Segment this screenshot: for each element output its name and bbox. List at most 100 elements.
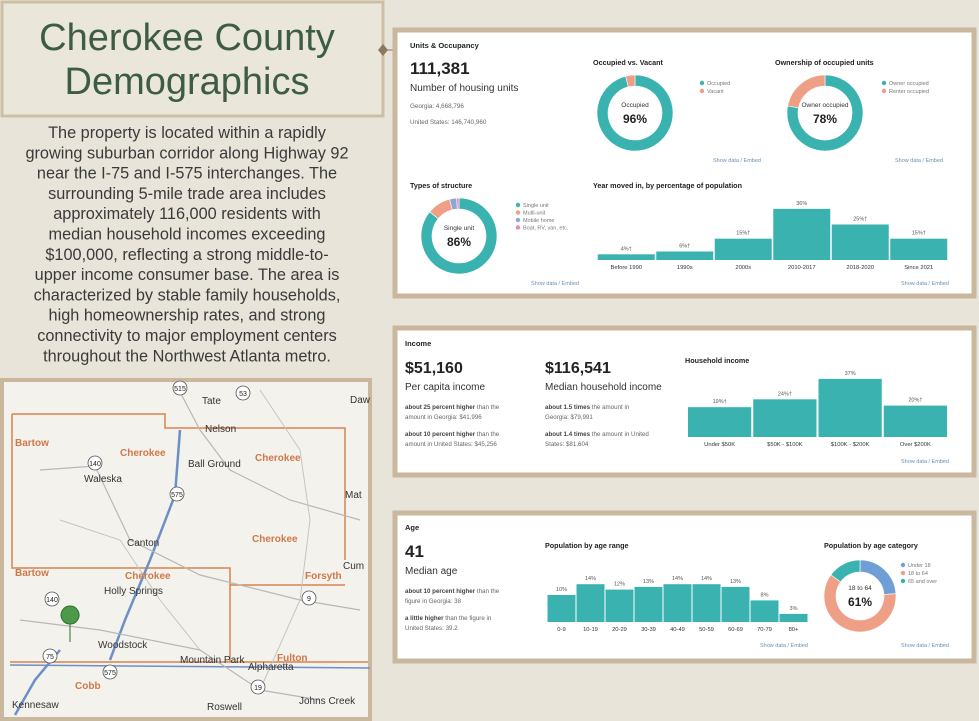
bar-value-label: 37% (845, 371, 856, 377)
route-number: 53 (239, 391, 247, 398)
legend-label: Occupied (707, 81, 730, 87)
route-number: 9 (307, 596, 311, 603)
bar-value-label: 24%† (778, 391, 792, 397)
legend-swatch (515, 217, 521, 223)
note-lead: a little higher (405, 615, 444, 622)
route-number: 575 (104, 670, 116, 677)
bar (721, 586, 750, 622)
chart-title: Ownership of occupied units (775, 58, 874, 67)
page-title: Cherokee County (39, 17, 335, 59)
note-text: Georgia: $79,991 (545, 414, 593, 421)
note-text: than the (475, 404, 500, 411)
bar (663, 584, 692, 622)
donut-center-value: 96% (623, 112, 647, 126)
bar-value-label: 13% (643, 579, 654, 585)
map-place: Tate (202, 396, 221, 407)
map-place: Johns Creek (299, 696, 356, 707)
legend-label: Vacant (707, 89, 724, 95)
map-place: Roswell (207, 702, 242, 713)
title-box (0, 0, 385, 118)
route-number: 75 (46, 654, 54, 661)
bar (753, 399, 817, 437)
bar (714, 238, 772, 260)
x-tick-label: Under $50K (704, 442, 735, 448)
note-lead: about 10 percent higher (405, 431, 476, 438)
bar-value-label: 15%† (912, 231, 926, 237)
map-county: Forsyth (305, 571, 342, 582)
bar-value-label: 12% (614, 582, 625, 588)
note-text: than the (475, 431, 500, 438)
bar-value-label: 14% (701, 576, 712, 582)
donut-center-label: Occupied (621, 102, 649, 109)
chart-title: Household income (685, 356, 749, 365)
intro-text: $100,000, reflecting a strong middle-to- (45, 246, 328, 264)
map-place: Cum (343, 561, 364, 572)
bar-value-label: 20%† (908, 398, 922, 404)
map-place: Waleska (84, 474, 122, 485)
route-shield (44, 591, 60, 607)
x-tick-label: 1990s (677, 265, 693, 271)
note-lead: about 1.4 times (545, 431, 591, 438)
x-tick-label: Before 1990 (610, 265, 642, 271)
note-text: amount in Georgia: $41,996 (405, 414, 482, 421)
county-border (12, 413, 346, 560)
stat-value: 111,381 (410, 59, 470, 78)
x-tick-label: 80+ (789, 627, 799, 633)
chart-footer: Show data / Embed (760, 643, 808, 649)
bar-value-label: 19%† (713, 399, 727, 405)
chart-footer: Show data / Embed (901, 459, 949, 465)
route-number: 19 (254, 685, 262, 692)
intro-text: approximately 116,000 residents with (53, 205, 321, 223)
x-tick-label: 40-49 (670, 627, 685, 633)
intro-text: surrounding 5-mile trade area includes (48, 185, 326, 203)
map-roads (9, 389, 371, 716)
route-number: 515 (174, 386, 186, 393)
x-tick-label: 20-29 (612, 627, 627, 633)
title-ornament (378, 44, 388, 56)
legend-label: 65 and over (908, 579, 937, 585)
stat-value: $116,541 (545, 360, 611, 377)
note: about 1.5 times the amount in (545, 404, 630, 411)
map-place: Ball Ground (188, 459, 241, 470)
map-county: Cherokee (252, 534, 298, 545)
x-tick-label: 30-39 (641, 627, 656, 633)
bar (818, 378, 882, 437)
note: about 1.4 times the amount in United (545, 431, 649, 438)
panel-title: Income (405, 339, 431, 348)
legend-swatch (900, 578, 906, 584)
map-place: Canton (127, 538, 159, 549)
note-text: figure in Georgia: 38 (405, 598, 462, 605)
legend-label: 18 to 64 (908, 571, 928, 577)
route-shield (169, 486, 185, 502)
x-tick-label: Since 2021 (904, 265, 933, 271)
property-marker (60, 605, 80, 642)
map-place: Holly Springs (104, 586, 163, 597)
route-shield (172, 380, 188, 396)
bar (634, 586, 663, 622)
stat-label: Median household income (545, 382, 662, 393)
county-border (11, 414, 345, 586)
donut-segment (596, 74, 674, 152)
bar (576, 584, 605, 622)
map-county: Cobb (75, 681, 101, 692)
road (259, 389, 311, 691)
legend-swatch (515, 210, 521, 215)
map-place: Daw (350, 395, 371, 406)
legend-swatch (699, 88, 705, 94)
legend-swatch (900, 562, 906, 568)
map-place: Mat (345, 490, 362, 501)
x-tick-label: 70-79 (757, 627, 772, 633)
legend-label: Single unit (523, 203, 549, 209)
route-shield (250, 679, 266, 695)
bar-value-label: 6%† (679, 243, 690, 249)
page-title: Demographics (65, 61, 310, 103)
chart-footer: Show data / Embed (713, 158, 761, 164)
panel-title: Units & Occupancy (410, 41, 480, 50)
x-tick-label: 50-59 (699, 627, 714, 633)
donut-segment (456, 197, 460, 210)
intro-text: characterized by stable family household… (34, 286, 341, 304)
legend-swatch (881, 80, 887, 86)
bar (688, 407, 752, 437)
x-tick-label: 2018-2020 (846, 265, 874, 271)
chart-footer: Show data / Embed (901, 643, 949, 649)
